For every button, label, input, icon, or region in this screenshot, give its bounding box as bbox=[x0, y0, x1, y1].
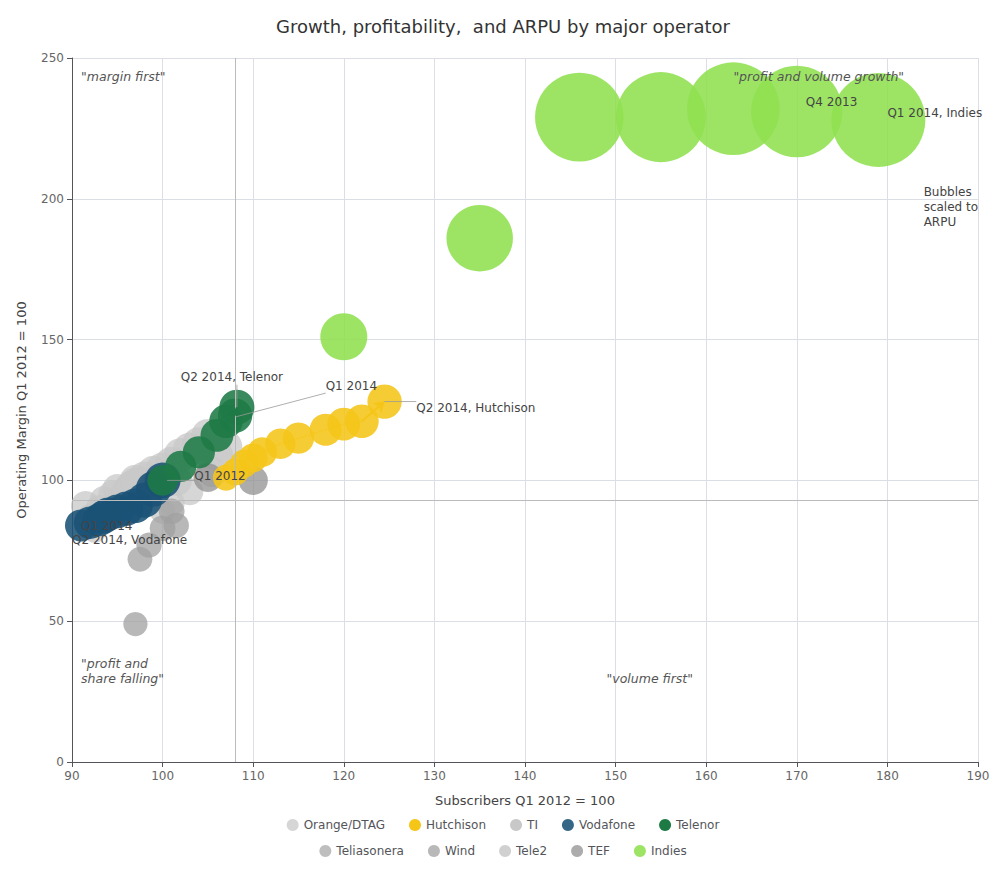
svg-text:Hutchison: Hutchison bbox=[426, 818, 486, 832]
svg-text:ARPU: ARPU bbox=[924, 215, 957, 229]
svg-text:Q1 2012: Q1 2012 bbox=[194, 469, 245, 483]
svg-text:180: 180 bbox=[876, 769, 899, 783]
svg-text:120: 120 bbox=[332, 769, 355, 783]
svg-text:Tele2: Tele2 bbox=[515, 844, 547, 858]
svg-text:"profit and: "profit and bbox=[81, 656, 148, 671]
svg-text:110: 110 bbox=[242, 769, 265, 783]
svg-text:170: 170 bbox=[785, 769, 808, 783]
svg-text:140: 140 bbox=[514, 769, 537, 783]
svg-text:150: 150 bbox=[41, 333, 64, 347]
svg-text:50: 50 bbox=[49, 614, 64, 628]
svg-text:TI: TI bbox=[526, 818, 538, 832]
svg-text:Telenor: Telenor bbox=[675, 818, 719, 832]
svg-text:100: 100 bbox=[41, 473, 64, 487]
svg-text:Q2 2014, Telenor: Q2 2014, Telenor bbox=[181, 370, 283, 384]
svg-text:Q2 2014, Vodafone: Q2 2014, Vodafone bbox=[72, 533, 187, 547]
svg-text:150: 150 bbox=[604, 769, 627, 783]
svg-text:Q1 2014: Q1 2014 bbox=[326, 379, 377, 393]
svg-text:Indies: Indies bbox=[651, 844, 687, 858]
svg-text:190: 190 bbox=[967, 769, 990, 783]
svg-text:Growth, profitability, and AR: Growth, profitability, and ARPU by major… bbox=[276, 16, 730, 37]
svg-text:Orange/DTAG: Orange/DTAG bbox=[304, 818, 385, 832]
svg-text:Q1 2014, Indies: Q1 2014, Indies bbox=[887, 106, 982, 120]
svg-text:Q1 2014: Q1 2014 bbox=[81, 519, 132, 533]
svg-text:Wind: Wind bbox=[445, 844, 475, 858]
svg-text:share falling": share falling" bbox=[81, 671, 164, 686]
svg-text:scaled to: scaled to bbox=[924, 200, 978, 214]
svg-text:Q2 2014, Hutchison: Q2 2014, Hutchison bbox=[416, 401, 535, 415]
svg-text:Teliasonera: Teliasonera bbox=[335, 844, 404, 858]
svg-text:"profit and volume growth": "profit and volume growth" bbox=[733, 69, 904, 84]
svg-text:Bubbles: Bubbles bbox=[924, 185, 972, 199]
svg-text:90: 90 bbox=[64, 769, 79, 783]
svg-text:0: 0 bbox=[56, 755, 64, 769]
svg-text:200: 200 bbox=[41, 192, 64, 206]
svg-text:130: 130 bbox=[423, 769, 446, 783]
svg-text:100: 100 bbox=[151, 769, 174, 783]
svg-text:250: 250 bbox=[41, 51, 64, 65]
svg-text:Vodafone: Vodafone bbox=[579, 818, 635, 832]
svg-text:Q4 2013: Q4 2013 bbox=[806, 95, 857, 109]
svg-text:Operating Margin Q1 2012 = 100: Operating Margin Q1 2012 = 100 bbox=[14, 301, 29, 518]
svg-text:"margin first": "margin first" bbox=[81, 69, 165, 84]
svg-text:160: 160 bbox=[695, 769, 718, 783]
svg-text:"volume first": "volume first" bbox=[607, 671, 693, 686]
svg-text:Subscribers Q1 2012 = 100: Subscribers Q1 2012 = 100 bbox=[435, 793, 615, 808]
svg-text:TEF: TEF bbox=[587, 844, 610, 858]
